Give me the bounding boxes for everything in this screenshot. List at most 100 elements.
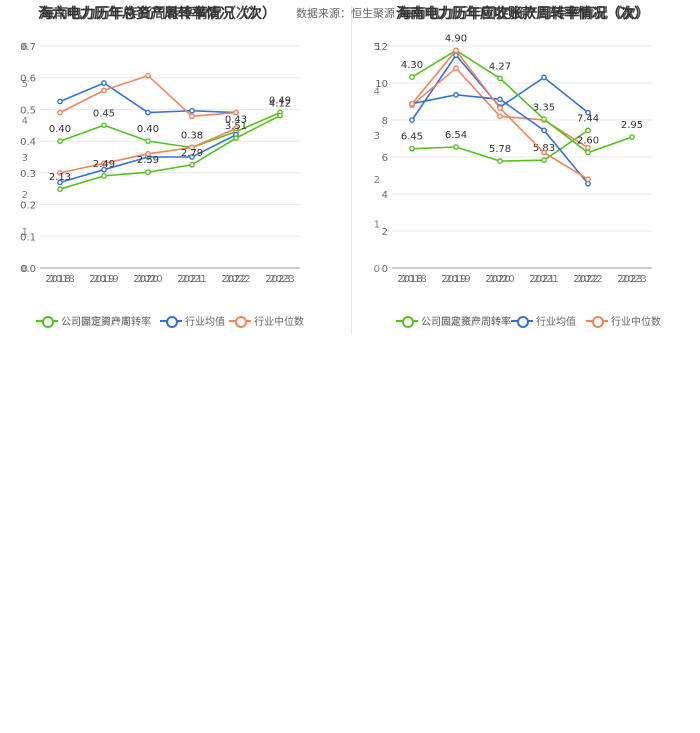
data-label: 2.13 <box>49 172 71 183</box>
data-label: 4.27 <box>489 61 511 72</box>
data-source: 数据来源：恒生聚源 <box>296 7 395 20</box>
data-point-company <box>57 186 63 193</box>
data-point-industry-avg <box>57 98 63 105</box>
y-tick-label: 1 <box>22 227 28 238</box>
left-chart-panel: 海六电力历年总资产周转率情况（次） 海南电力历年存货周转率情况（次） 0.0 0.… <box>4 0 344 340</box>
data-label: 2.79 <box>181 148 203 159</box>
data-label: 0.40 <box>49 124 71 135</box>
data-point-industry-avg <box>145 109 151 116</box>
legend-swatch-icon <box>586 315 608 328</box>
data-point-industry-avg <box>57 179 63 186</box>
y-tick-label: 4 <box>382 190 388 201</box>
data-label: 7.44 <box>577 113 599 124</box>
y-tick-label: 0 <box>22 264 28 275</box>
y-tick-label: 3 <box>374 131 380 142</box>
x-tick-label: 2019 <box>93 274 118 285</box>
y-tick-label: 0.1 <box>20 232 36 243</box>
y-tick-label: 0.2 <box>20 201 36 212</box>
y-tick-label: 6 <box>22 42 28 53</box>
x-tick-label: 2019 <box>89 274 114 285</box>
y-tick-label: 2 <box>374 175 380 186</box>
legend-company[interactable]: 公司固定资产周转率 <box>396 313 511 328</box>
x-tick-label: 2023 <box>621 274 646 285</box>
data-point-company <box>629 134 635 140</box>
x-tick-label: 2023 <box>265 274 290 285</box>
data-point-company <box>233 135 239 142</box>
data-point-industry-avg <box>409 117 415 123</box>
y-tick-label: 6 <box>382 153 388 164</box>
data-point-industry-avg <box>585 180 591 187</box>
legend-industry-avg[interactable]: 行业均值 <box>160 313 225 328</box>
legend-company-overlay: 公司应收账款周转率 <box>396 313 511 328</box>
data-point-industry-median <box>497 113 503 120</box>
right-chart-title: 海南电力历年应收账款周转率情况（次） <box>396 6 648 22</box>
legend-swatch-icon <box>229 315 251 328</box>
data-point-company <box>145 138 151 145</box>
data-point-company <box>497 158 503 164</box>
x-tick-label: 2023 <box>617 274 642 285</box>
series-line-company <box>411 49 633 154</box>
legend-company-overlay: 公司存货周转率 <box>36 313 131 328</box>
data-point-industry-avg <box>541 127 547 134</box>
data-point-industry-median <box>585 176 591 183</box>
x-tick-label: 2022 <box>221 274 246 285</box>
data-point-company <box>57 138 63 145</box>
data-point-company <box>453 144 459 150</box>
y-tick-label: 5 <box>22 79 28 90</box>
data-label: 0.43 <box>225 115 247 126</box>
y-tick-label: 0.3 <box>20 169 36 180</box>
data-point-company <box>541 116 547 123</box>
legend-swatch-icon <box>36 315 58 328</box>
x-tick-label: 2018 <box>401 274 426 285</box>
data-label: 2.59 <box>137 155 159 166</box>
data-point-industry-median <box>145 150 151 157</box>
data-point-industry-median <box>409 100 415 107</box>
data-label: 4.12 <box>269 99 291 110</box>
series-line-company <box>59 111 281 149</box>
data-point-industry-avg <box>453 91 459 98</box>
data-point-company <box>189 161 195 168</box>
data-label: 2.60 <box>577 136 599 147</box>
data-point-industry-median <box>101 87 107 94</box>
data-point-industry-median <box>497 105 503 112</box>
legend-industry-median[interactable]: 行业中位数 <box>586 313 661 328</box>
legend-swatch-icon <box>396 315 418 328</box>
data-point-company <box>145 169 151 176</box>
legend-industry-avg[interactable]: 行业均值 <box>511 313 576 328</box>
data-label: 2.95 <box>621 120 643 131</box>
x-tick-label: 2018 <box>397 274 422 285</box>
x-tick-label: 2021 <box>177 274 202 285</box>
y-tick-label: 5 <box>374 42 380 53</box>
data-point-company <box>585 127 591 134</box>
data-point-industry-median <box>453 47 459 54</box>
data-point-industry-avg <box>189 154 195 160</box>
data-point-industry-avg <box>541 74 547 81</box>
series-line-company <box>59 114 281 190</box>
x-tick-label: 2020 <box>485 274 510 285</box>
data-point-company <box>277 112 283 119</box>
x-tick-label: 2020 <box>489 274 514 285</box>
data-point-industry-median <box>189 113 195 120</box>
data-point-company <box>409 74 415 80</box>
panel-divider <box>351 5 352 335</box>
data-label: 0.38 <box>181 130 203 141</box>
legend-company[interactable]: 公司固定资产周转率 <box>36 313 151 328</box>
left-chart-title: 海六电力历年总资产周转率情况（次） <box>38 6 276 22</box>
x-tick-label: 2022 <box>225 274 250 285</box>
data-label: 0.49 <box>269 96 291 107</box>
legend-industry-median[interactable]: 行业中位数 <box>229 313 304 328</box>
y-tick-label: 12 <box>375 42 388 53</box>
legend-swatch-icon <box>511 315 533 328</box>
y-tick-label: 0.6 <box>20 74 36 85</box>
x-tick-label: 2021 <box>533 274 558 285</box>
data-label: 3.51 <box>225 121 247 132</box>
data-label: 4.30 <box>401 60 423 71</box>
data-point-industry-median <box>233 109 239 116</box>
data-point-industry-median <box>233 125 239 132</box>
y-tick-label: 2 <box>22 190 28 201</box>
data-point-industry-avg <box>189 107 195 114</box>
right-chart-title-overlay: 海南电力历年固定资产周转率情况（次） <box>398 6 650 22</box>
y-tick-label: 4 <box>22 116 28 127</box>
